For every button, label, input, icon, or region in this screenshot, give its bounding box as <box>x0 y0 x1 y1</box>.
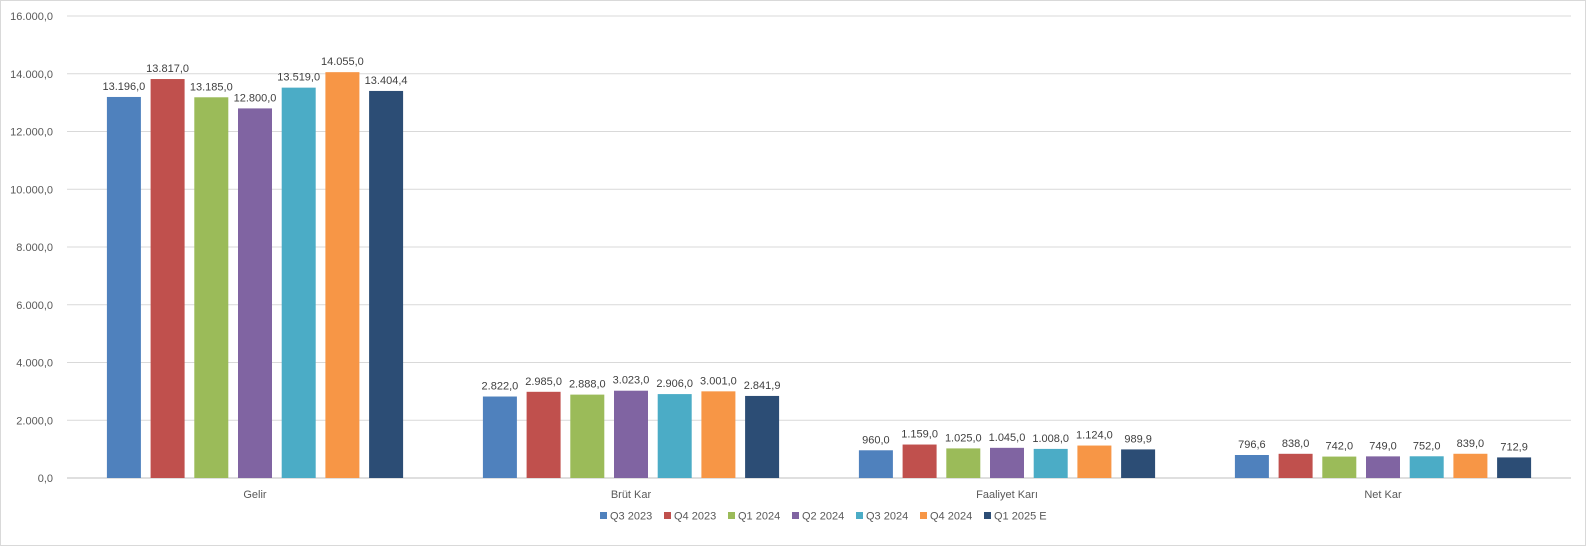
data-label: 1.159,0 <box>901 429 938 441</box>
bar <box>238 108 272 479</box>
bar <box>902 444 937 478</box>
legend: Q3 2023 Q4 2023 Q1 2024 Q2 2024 Q3 2024 Q4 20… <box>600 511 1047 523</box>
bar <box>1234 454 1269 478</box>
legend-swatch <box>792 512 799 519</box>
y-axis-ticks: 0,0 2.000,0 4.000,0 6.000,0 8.000,0 10.000,0 1… <box>10 11 53 485</box>
x-axis-categories: Gelir Brüt Kar Faaliyet Karı Net Kar <box>243 489 1402 501</box>
category-label: Gelir <box>243 489 267 501</box>
category-label: Faaliyet Karı <box>976 489 1038 501</box>
bar <box>1409 456 1444 478</box>
y-tick-label: 6.000,0 <box>16 300 53 312</box>
bar <box>1278 453 1313 478</box>
legend-label: Q4 2024 <box>930 511 972 523</box>
bar <box>990 447 1024 478</box>
data-labels: 13.196,013.817,013.185,012.800,013.519,0… <box>102 56 1527 453</box>
data-label: 712,9 <box>1500 441 1528 453</box>
bar <box>1453 453 1488 478</box>
legend-swatch <box>856 512 863 519</box>
data-label: 796,6 <box>1238 439 1266 451</box>
data-label: 1.045,0 <box>989 432 1026 444</box>
data-label: 12.800,0 <box>234 92 277 104</box>
y-tick-label: 8.000,0 <box>16 242 53 254</box>
data-label: 13.817,0 <box>146 63 189 75</box>
legend-swatch <box>728 512 735 519</box>
data-label: 13.519,0 <box>277 72 320 84</box>
bar <box>1366 456 1400 478</box>
data-label: 1.008,0 <box>1032 433 1069 445</box>
data-label: 3.001,0 <box>700 375 737 387</box>
legend-label: Q1 2024 <box>738 511 780 523</box>
bar <box>570 394 605 478</box>
bar <box>1322 456 1357 478</box>
bar <box>946 448 981 478</box>
y-tick-label: 4.000,0 <box>16 358 53 370</box>
legend-swatch <box>664 512 671 519</box>
data-label: 14.055,0 <box>321 56 364 68</box>
legend-label: Q1 2025 E <box>994 511 1047 523</box>
y-tick-label: 14.000,0 <box>10 69 53 81</box>
bar <box>1121 449 1156 478</box>
bar <box>614 390 648 478</box>
data-label: 839,0 <box>1457 438 1485 450</box>
legend-label: Q3 2023 <box>610 511 652 523</box>
bar <box>526 391 561 478</box>
data-label: 2.906,0 <box>656 378 693 390</box>
y-tick-label: 2.000,0 <box>16 415 53 427</box>
bar <box>194 97 229 478</box>
data-label: 13.196,0 <box>102 81 145 93</box>
bar <box>1077 445 1112 478</box>
y-tick-label: 10.000,0 <box>10 184 53 196</box>
gridlines <box>67 15 1571 479</box>
y-tick-label: 12.000,0 <box>10 127 53 139</box>
bar <box>369 90 404 479</box>
data-label: 2.822,0 <box>482 381 519 393</box>
legend-label: Q3 2024 <box>866 511 908 523</box>
data-label: 752,0 <box>1413 440 1441 452</box>
bar <box>745 395 780 478</box>
bar <box>657 394 692 478</box>
data-label: 989,9 <box>1124 433 1152 445</box>
bar <box>106 96 141 478</box>
legend-swatch <box>984 512 991 519</box>
data-label: 960,0 <box>862 434 890 446</box>
bar <box>1497 457 1532 478</box>
y-tick-label: 16.000,0 <box>10 11 53 23</box>
bar <box>150 79 185 479</box>
category-label: Net Kar <box>1364 489 1402 501</box>
legend-label: Q2 2024 <box>802 511 844 523</box>
data-label: 742,0 <box>1326 441 1354 453</box>
data-label: 3.023,0 <box>613 375 650 387</box>
data-label: 1.025,0 <box>945 432 982 444</box>
bar <box>1033 448 1068 478</box>
bar <box>858 450 893 478</box>
data-label: 1.124,0 <box>1076 430 1113 442</box>
bar <box>482 396 517 478</box>
data-label: 2.888,0 <box>569 379 606 391</box>
data-label: 838,0 <box>1282 438 1310 450</box>
data-label: 2.985,0 <box>525 376 562 388</box>
category-label: Brüt Kar <box>611 489 652 501</box>
legend-swatch <box>920 512 927 519</box>
bar <box>701 391 736 478</box>
bar <box>325 72 360 479</box>
legend-swatch <box>600 512 607 519</box>
bars <box>106 72 1532 479</box>
data-label: 13.404,4 <box>365 75 408 87</box>
data-label: 2.841,9 <box>744 380 781 392</box>
y-tick-label: 0,0 <box>38 473 53 485</box>
data-label: 749,0 <box>1369 440 1397 452</box>
legend-label: Q4 2023 <box>674 511 716 523</box>
bar <box>281 87 316 478</box>
data-label: 13.185,0 <box>190 81 233 93</box>
